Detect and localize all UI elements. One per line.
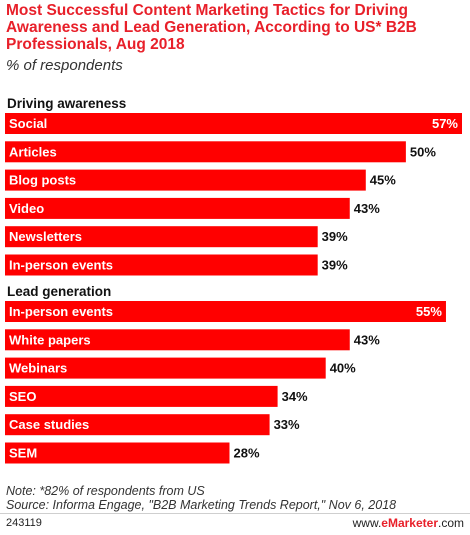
value-label: 33% bbox=[274, 417, 300, 432]
group-heading: Driving awareness bbox=[7, 96, 126, 111]
chart-note: Note: *82% of respondents from US bbox=[6, 484, 205, 498]
chart-source: Source: Informa Engage, "B2B Marketing T… bbox=[6, 498, 397, 512]
value-label: 55% bbox=[416, 304, 442, 319]
brand-prefix: www. bbox=[352, 516, 382, 530]
bar bbox=[5, 442, 230, 464]
group-heading: Lead generation bbox=[7, 284, 111, 299]
value-label: 40% bbox=[330, 361, 356, 376]
bar bbox=[5, 329, 350, 351]
value-label: 39% bbox=[322, 258, 348, 273]
bar bbox=[5, 226, 318, 248]
bar bbox=[5, 169, 366, 191]
chart-id: 243119 bbox=[6, 517, 42, 529]
value-label: 43% bbox=[354, 201, 380, 216]
category-label: Webinars bbox=[9, 361, 67, 376]
brand-suffix: .com bbox=[437, 516, 464, 530]
bar bbox=[5, 141, 406, 163]
category-label: White papers bbox=[9, 332, 91, 347]
bar-chart: Driving awareness Social 57% Articles 50% Blo… bbox=[5, 96, 462, 464]
footer-divider bbox=[0, 513, 470, 514]
bar bbox=[5, 385, 278, 407]
value-label: 45% bbox=[370, 173, 396, 188]
brand-name: eMarketer bbox=[381, 516, 438, 530]
bar bbox=[5, 197, 350, 219]
value-label: 43% bbox=[354, 332, 380, 347]
value-label: 57% bbox=[432, 116, 458, 131]
category-label: Articles bbox=[9, 144, 57, 159]
bar bbox=[5, 301, 446, 322]
bar bbox=[5, 254, 318, 276]
value-label: 34% bbox=[282, 389, 308, 404]
category-label: Video bbox=[9, 201, 44, 216]
category-label: SEO bbox=[9, 389, 36, 404]
brand-logo: www.eMarketer.com bbox=[353, 516, 464, 530]
category-label: Social bbox=[9, 116, 47, 131]
chart-title: Most Successful Content Marketing Tactic… bbox=[6, 2, 417, 53]
category-label: SEM bbox=[9, 446, 37, 461]
category-label: In-person events bbox=[9, 258, 113, 273]
value-label: 28% bbox=[233, 446, 259, 461]
bar bbox=[5, 414, 270, 436]
category-label: Case studies bbox=[9, 417, 89, 432]
category-label: In-person events bbox=[9, 304, 113, 319]
chart-subtitle: % of respondents bbox=[6, 57, 123, 74]
bar bbox=[5, 357, 326, 379]
category-label: Blog posts bbox=[9, 173, 76, 188]
bar bbox=[5, 113, 462, 134]
value-label: 39% bbox=[322, 229, 348, 244]
category-label: Newsletters bbox=[9, 229, 82, 244]
value-label: 50% bbox=[410, 144, 436, 159]
